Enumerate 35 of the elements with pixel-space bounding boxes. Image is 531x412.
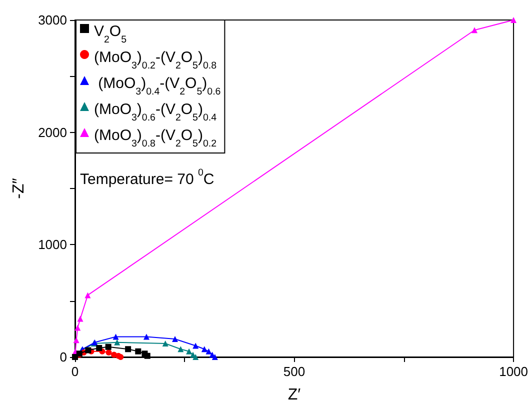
point bbox=[144, 352, 150, 359]
point bbox=[192, 354, 199, 360]
point bbox=[201, 346, 208, 352]
point bbox=[206, 348, 212, 354]
x-axis-title: Z′ bbox=[288, 386, 301, 404]
y-tick-label: 0 bbox=[60, 350, 67, 364]
point bbox=[105, 344, 112, 350]
y-tick-label: 1000 bbox=[38, 237, 67, 252]
point bbox=[112, 334, 119, 340]
y-tick-label: 3000 bbox=[38, 12, 67, 28]
y-tick-label: 2000 bbox=[38, 124, 67, 140]
point bbox=[472, 27, 478, 34]
point bbox=[96, 345, 102, 352]
point bbox=[135, 348, 142, 354]
x-tick-label: 0 bbox=[71, 364, 79, 379]
point bbox=[118, 354, 124, 360]
x-tick-label: 1000 bbox=[499, 364, 528, 379]
point bbox=[73, 337, 80, 344]
point bbox=[85, 347, 92, 354]
point bbox=[162, 340, 168, 347]
point bbox=[143, 334, 150, 340]
point bbox=[106, 350, 112, 356]
point bbox=[125, 346, 132, 352]
point bbox=[178, 346, 184, 352]
y-axis-title: -Z″ bbox=[10, 178, 28, 199]
point bbox=[77, 316, 84, 322]
point bbox=[212, 354, 218, 360]
point bbox=[172, 336, 178, 342]
x-tick-label: 500 bbox=[283, 364, 306, 379]
point bbox=[74, 324, 81, 331]
point bbox=[510, 17, 517, 23]
point bbox=[192, 342, 199, 349]
point bbox=[186, 348, 192, 354]
point bbox=[84, 292, 91, 298]
point bbox=[114, 339, 120, 346]
